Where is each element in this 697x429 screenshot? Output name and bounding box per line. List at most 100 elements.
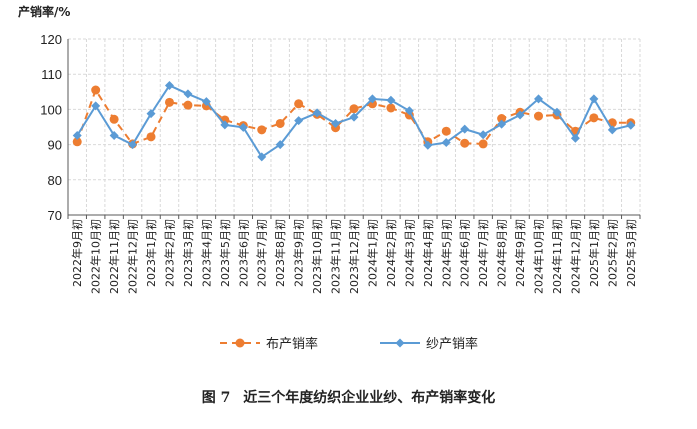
series-group — [72, 80, 636, 162]
y-axis-label: 产销率/% — [18, 4, 70, 19]
x-tick-label: 2023年9月初 — [292, 219, 306, 287]
data-point — [91, 101, 101, 111]
data-point — [441, 137, 451, 147]
x-tick-label: 2024年7月初 — [476, 219, 490, 287]
data-point — [534, 94, 544, 104]
data-point — [312, 108, 322, 118]
data-point — [349, 104, 359, 114]
data-point — [294, 99, 304, 109]
x-tick-label: 2024年4月初 — [421, 219, 435, 287]
data-point — [515, 110, 525, 120]
legend-marker — [235, 338, 245, 348]
data-point — [367, 94, 377, 104]
data-point — [607, 125, 617, 135]
x-tick-label: 2023年8月初 — [273, 219, 287, 287]
data-point — [201, 97, 211, 107]
data-point — [257, 152, 267, 162]
y-tick-labels: 70 80 90 100 110 120 — [40, 32, 62, 223]
data-point — [164, 80, 174, 90]
x-tick-label: 2024年8月初 — [495, 219, 509, 287]
x-tick-label: 2022年11月初 — [107, 219, 121, 294]
x-tick-label: 2023年5月初 — [218, 219, 232, 287]
x-tick-label: 2025年1月初 — [587, 219, 601, 287]
data-point — [497, 114, 507, 124]
x-tick-label: 2023年1月初 — [144, 219, 158, 287]
x-tick-label: 2023年11月初 — [329, 219, 343, 294]
legend-marker — [395, 338, 405, 348]
x-tick-label: 2025年2月初 — [605, 219, 619, 287]
data-point — [441, 126, 451, 136]
x-tick-label: 2024年3月初 — [402, 219, 416, 287]
y-tick-label: 100 — [40, 102, 62, 117]
figure-label: 图 7 — [201, 390, 231, 406]
data-point — [460, 124, 470, 134]
y-tick-label: 90 — [48, 138, 62, 153]
x-tick-label: 2023年10月初 — [310, 219, 324, 294]
data-point — [183, 100, 193, 110]
data-point — [109, 114, 119, 124]
data-point — [294, 116, 304, 126]
chart: 70 80 90 100 110 120 2022年9月初 2022年10月初 2022年11… — [18, 4, 641, 352]
x-tick-label: 2023年3月初 — [181, 219, 195, 287]
data-point — [423, 140, 433, 150]
y-tick-label: 120 — [40, 32, 62, 47]
x-tick-label: 2023年2月初 — [162, 219, 176, 287]
data-point — [91, 85, 101, 95]
x-tick-label: 2024年6月初 — [458, 219, 472, 287]
data-point — [72, 137, 82, 147]
x-tick-label: 2022年12月初 — [126, 219, 140, 294]
data-point — [626, 120, 636, 130]
data-point — [257, 125, 267, 135]
data-point — [109, 130, 119, 140]
data-point — [146, 109, 156, 119]
x-tick-label: 2024年2月初 — [384, 219, 398, 287]
x-tick-label: 2024年9月初 — [513, 219, 527, 287]
figure-title: 近三个年度纺织企业业纱、布产销率变化 — [243, 390, 496, 406]
x-tick-label: 2022年10月初 — [89, 219, 103, 294]
data-point — [128, 140, 138, 150]
data-point — [386, 103, 396, 113]
x-tick-labels: 2022年9月初 2022年10月初 2022年11月初 2022年12月初 2023年… — [70, 219, 638, 294]
legend-label: 纱产销率 — [426, 336, 478, 352]
data-point — [146, 132, 156, 142]
data-point — [478, 139, 488, 149]
data-point — [164, 97, 174, 107]
x-tick-label: 2024年1月初 — [365, 219, 379, 287]
x-tick-label: 2024年12月初 — [568, 219, 582, 294]
data-point — [275, 118, 285, 128]
x-tick-label: 2023年7月初 — [255, 219, 269, 287]
data-point — [349, 112, 359, 122]
x-tick-label: 2024年10月初 — [532, 219, 546, 294]
data-point — [589, 94, 599, 104]
data-point — [589, 113, 599, 123]
data-point — [534, 111, 544, 121]
x-tick-label: 2023年12月初 — [347, 219, 361, 294]
x-tick-label: 2025年3月初 — [624, 219, 638, 287]
data-point — [386, 95, 396, 105]
legend-label: 布产销率 — [266, 336, 318, 352]
data-point — [460, 138, 470, 148]
y-tick-label: 70 — [48, 208, 62, 223]
y-tick-label: 110 — [41, 67, 62, 82]
legend: 布产销率 纱产销率 — [220, 336, 478, 352]
x-tick-label: 2023年4月初 — [199, 219, 213, 287]
data-point — [570, 133, 580, 143]
data-point — [331, 118, 341, 128]
x-tick-label: 2024年5月初 — [439, 219, 453, 287]
data-point — [183, 89, 193, 99]
figure-caption: 图 7 近三个年度纺织企业业纱、布产销率变化 — [0, 387, 697, 407]
data-point — [404, 106, 414, 116]
data-point — [552, 107, 562, 117]
data-point — [220, 120, 230, 130]
x-tick-label: 2023年6月初 — [236, 219, 250, 287]
x-tick-label: 2024年11月初 — [550, 219, 564, 294]
y-tick-label: 80 — [48, 173, 62, 188]
data-point — [497, 119, 507, 129]
data-point — [275, 140, 285, 150]
axes — [67, 39, 641, 219]
data-point — [238, 122, 248, 132]
data-point — [478, 130, 488, 140]
grid-lines — [68, 38, 641, 215]
x-tick-label: 2022年9月初 — [70, 219, 84, 287]
data-point — [72, 130, 82, 140]
